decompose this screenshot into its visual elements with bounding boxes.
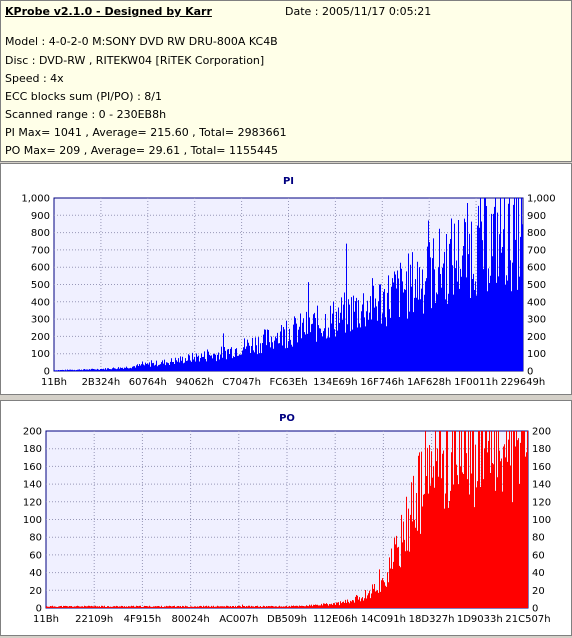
y-tick-label-right: 0 (527, 367, 533, 378)
x-tick-label: AC007h (219, 614, 258, 625)
x-tick-label: 2B324h (82, 377, 121, 388)
y-tick-label-left: 100 (31, 349, 50, 360)
x-tick-label: 134E69h (313, 377, 357, 388)
y-tick-label-left: 500 (31, 280, 50, 291)
y-tick-label-right: 20 (532, 586, 545, 597)
y-tick-label-right: 400 (527, 297, 546, 308)
y-tick-label-right: 0 (532, 604, 538, 615)
x-tick-label: 1D9033h (457, 614, 503, 625)
y-tick-label-left: 120 (23, 497, 42, 508)
y-tick-label-right: 700 (527, 245, 546, 256)
y-tick-label-left: 800 (31, 228, 50, 239)
y-tick-label-left: 200 (31, 332, 50, 343)
y-tick-label-right: 160 (532, 462, 551, 473)
y-tick-label-left: 600 (31, 263, 50, 274)
info-panel: KProbe v2.1.0 - Designed by Karr Date : … (0, 0, 572, 162)
y-tick-label-left: 20 (29, 586, 42, 597)
scan-date: Date : 2005/11/17 0:05:21 (285, 5, 432, 18)
y-tick-label-left: 60 (29, 550, 42, 561)
y-tick-label-right: 600 (527, 263, 546, 274)
x-tick-label: 80024h (172, 614, 210, 625)
y-tick-label-left: 180 (23, 444, 42, 455)
y-tick-label-right: 200 (532, 427, 551, 438)
y-tick-label-right: 300 (527, 315, 546, 326)
y-tick-label-right: 200 (527, 332, 546, 343)
y-tick-label-right: 40 (532, 568, 545, 579)
pi-stats-line: PI Max= 1041 , Average= 215.60 , Total= … (5, 126, 287, 139)
pi-chart: PI 0 0 100 100 200 200 300 300 400 400 500 500 600 600… (21, 176, 556, 388)
x-tick-label: 4F915h (124, 614, 162, 625)
range-line: Scanned range : 0 - 230EB8h (5, 108, 167, 121)
x-tick-label: DB509h (267, 614, 307, 625)
x-tick-label: 16F746h (360, 377, 404, 388)
x-tick-label: C7047h (222, 377, 261, 388)
x-tick-label: 21C507h (505, 614, 550, 625)
y-tick-label-left: 140 (23, 480, 42, 491)
chart-title: PO (279, 413, 295, 424)
chart-title: PI (283, 176, 294, 187)
y-tick-label-right: 80 (532, 533, 545, 544)
x-tick-label: 229649h (501, 377, 546, 388)
y-tick-label-right: 1,000 (527, 194, 556, 205)
disc-line: Disc : DVD-RW , RITEKW04 [RiTEK Corporat… (5, 54, 265, 67)
x-tick-label: 22109h (75, 614, 113, 625)
y-tick-label-left: 700 (31, 245, 50, 256)
y-tick-label-left: 160 (23, 462, 42, 473)
y-tick-label-right: 100 (532, 515, 551, 526)
y-tick-label-left: 300 (31, 315, 50, 326)
x-tick-label: 18D327h (409, 614, 455, 625)
model-line: Model : 4-0-2-0 M:SONY DVD RW DRU-800A K… (5, 35, 278, 48)
y-tick-label-left: 0 (44, 367, 50, 378)
ecc-line: ECC blocks sum (PI/PO) : 8/1 (5, 90, 162, 103)
y-tick-label-left: 900 (31, 211, 50, 222)
app-title: KProbe v2.1.0 - Designed by Karr (5, 5, 212, 18)
po-chart-panel: PO 0 0 20 20 40 40 60 60 80 80 100 100 120 120 140 140 16… (0, 400, 572, 636)
y-tick-label-right: 140 (532, 480, 551, 491)
y-tick-label-left: 80 (29, 533, 42, 544)
po-stats-line: PO Max= 209 , Average= 29.61 , Total= 11… (5, 144, 278, 157)
x-tick-label: 14C091h (361, 614, 406, 625)
y-tick-label-right: 100 (527, 349, 546, 360)
y-tick-label-left: 1,000 (21, 194, 50, 205)
y-tick-label-right: 800 (527, 228, 546, 239)
y-tick-label-left: 200 (23, 427, 42, 438)
x-tick-label: 60764h (129, 377, 167, 388)
speed-line: Speed : 4x (5, 72, 64, 85)
x-tick-label: 94062h (176, 377, 214, 388)
y-tick-label-left: 40 (29, 568, 42, 579)
x-tick-label: 11Bh (41, 377, 67, 388)
x-tick-label: FC63Eh (269, 377, 307, 388)
x-tick-label: 1AF628h (407, 377, 451, 388)
y-tick-label-right: 120 (532, 497, 551, 508)
pi-chart-panel: PI 0 0 100 100 200 200 300 300 400 400 500 500 600 600… (0, 163, 572, 395)
y-tick-label-left: 0 (36, 604, 42, 615)
y-tick-label-left: 400 (31, 297, 50, 308)
y-tick-label-right: 180 (532, 444, 551, 455)
y-tick-label-right: 60 (532, 550, 545, 561)
po-chart: PO 0 0 20 20 40 40 60 60 80 80 100 100 120 120 140 140 16… (23, 413, 551, 625)
y-tick-label-left: 100 (23, 515, 42, 526)
x-tick-label: 11Bh (33, 614, 59, 625)
x-tick-label: 112E06h (313, 614, 357, 625)
x-tick-label: 1F0011h (454, 377, 498, 388)
y-tick-label-right: 500 (527, 280, 546, 291)
y-tick-label-right: 900 (527, 211, 546, 222)
